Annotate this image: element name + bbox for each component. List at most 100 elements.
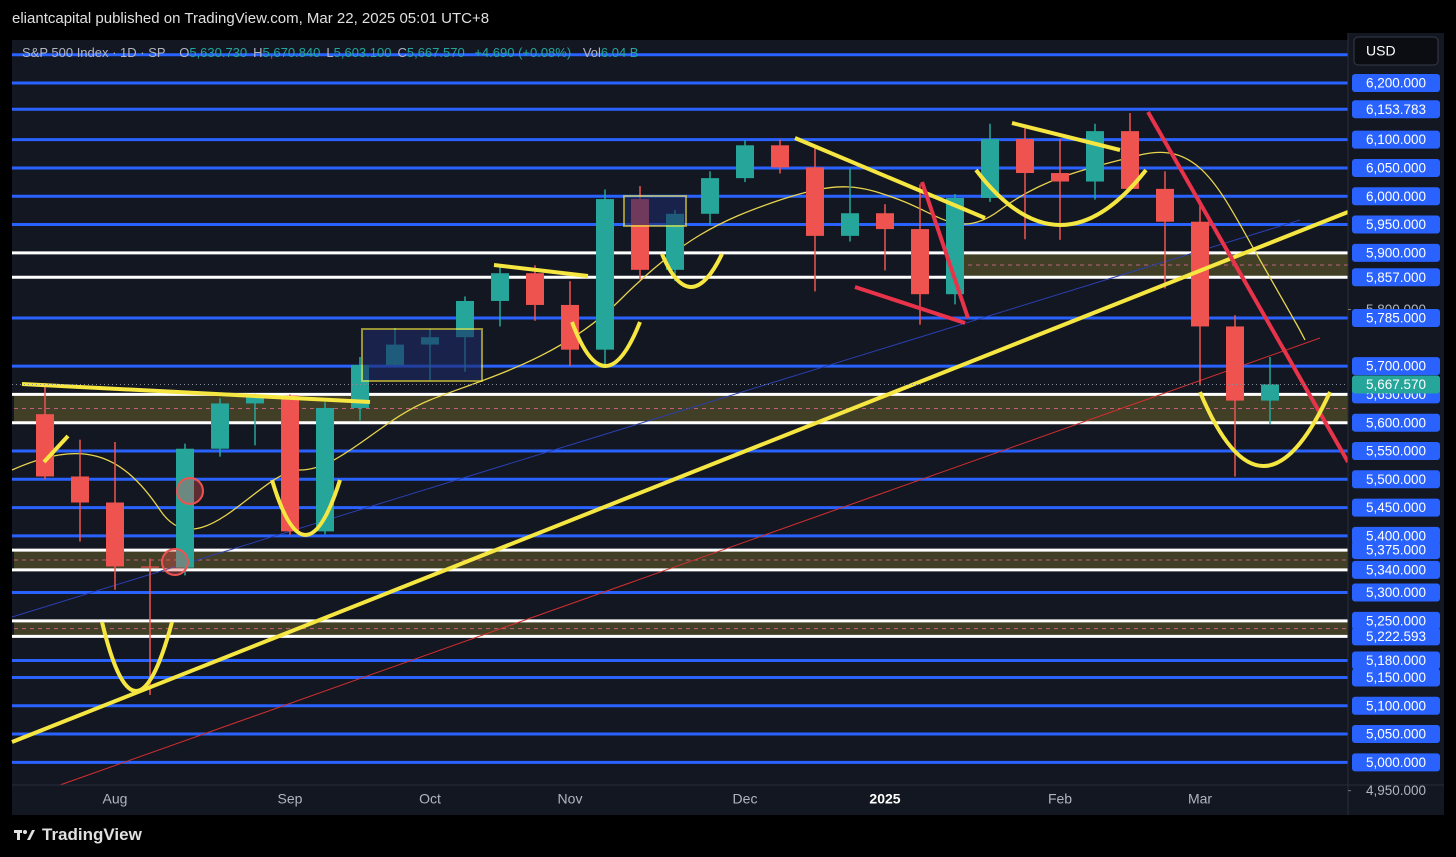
y-tick-label: 5,785.000 [1366,311,1426,326]
candle-body [1121,131,1139,189]
pattern-drawing [100,621,174,693]
x-tick-label: Nov [558,791,583,807]
candle-body [1191,221,1209,327]
y-tick-box [1352,357,1440,376]
candle-body [491,273,509,301]
y-tick-label: 5,950.000 [1366,217,1426,232]
trendline [1146,111,1350,463]
pattern-drawing [660,253,724,289]
range-box [361,328,483,382]
ohlc-value: 5,667.570 [406,45,465,60]
candle-body [596,199,614,350]
y-tick-box [1352,74,1440,93]
candle-body [316,407,334,532]
x-tick-label: Mar [1188,791,1212,807]
y-tick-box [1352,696,1440,715]
y-tick-box [1352,526,1440,545]
candle-body [1051,173,1069,182]
y-tick-label: 5,375.000 [1366,543,1426,558]
ohlc-label: O [179,45,190,60]
pattern-drawing [1198,391,1332,468]
y-tick-label: 5,050.000 [1366,727,1426,742]
marker [161,548,189,576]
candle-body [1226,326,1244,401]
brand-logo [14,830,35,840]
y-tick-label: 5,550.000 [1366,444,1426,459]
y-tick-box [1352,158,1440,177]
trendline [854,285,966,325]
trendline [920,181,970,319]
candle-body [736,145,754,179]
candle-body [1016,139,1034,174]
y-tick-box [1352,668,1440,687]
candle-body [1261,384,1279,401]
y-tick-box [1352,498,1440,517]
brand: TradingView [14,825,142,845]
y-tick-label: 5,180.000 [1366,653,1426,668]
y-tick-label: 5,450.000 [1366,500,1426,515]
y-tick-label: 5,857.000 [1366,270,1426,285]
candle-body [701,178,719,214]
ma-line [11,151,1306,530]
ohlc-label: H [253,45,263,60]
candle-body [36,414,54,477]
pattern-drawing [270,479,342,537]
pattern-drawing [570,321,642,368]
y-tick-box [1352,215,1440,234]
candle-body [1086,131,1104,182]
candle-body [1156,188,1174,222]
candle-body [561,304,579,350]
y-tick-label: 4,950.000 [1366,783,1426,798]
candle-body [876,213,894,230]
last-price-label: 5,667.570 [1366,377,1426,392]
ohlc-value: 5,603.100 [333,45,392,60]
candle-body [526,273,544,305]
x-tick-label: Oct [419,791,441,807]
y-tick-label: 6,000.000 [1366,189,1426,204]
trendline [794,136,986,220]
y-tick-box [1352,268,1440,287]
y-tick-label: 5,600.000 [1366,415,1426,430]
candle-body [106,502,124,567]
candle-body [211,403,229,449]
candle-body [281,395,299,532]
ohlc-values: O5,630.730 H5,670.840 L5,603.100 C5,667.570 [179,45,471,60]
ohlc-label: L [326,45,334,60]
candle-body [841,213,859,236]
x-tick-label: Sep [278,791,303,807]
currency: USD [1366,43,1396,59]
volume-label: Vol [582,45,601,60]
y-tick-box [1352,560,1440,579]
x-tick-label: Feb [1048,791,1072,807]
candle-body [771,145,789,168]
y-tick-box [1352,130,1440,149]
currency-box [1353,36,1439,66]
x-tick-label: Dec [733,791,758,807]
ohlc-value: 5,630.730 [189,45,248,60]
trendline [493,263,589,278]
range-box [623,195,687,227]
y-tick-box [1352,651,1440,670]
y-tick-label: 5,250.000 [1366,613,1426,628]
y-tick-label: 5,700.000 [1366,359,1426,374]
candle-body [666,213,684,270]
ohlc-value: 5,670.840 [262,45,321,60]
trendline [11,210,1349,744]
volume-value: 6.04 B [600,45,639,60]
candle-body [246,395,264,404]
y-tick-label: 6,200.000 [1366,76,1426,91]
y-tick-box [1352,583,1440,602]
change: +4.690 (+0.08%) [474,45,572,60]
x-tick-label: Aug [103,791,128,807]
y-tick-label: 5,340.000 [1366,562,1426,577]
y-tick-label: 5,222.593 [1366,629,1426,644]
y-tick-box [1352,611,1440,630]
x-tick-label: 2025 [869,791,900,807]
y-tick-box [1352,187,1440,206]
symbol: S&P 500 Index · 1D · SP [22,45,166,60]
y-tick-box [1352,541,1440,560]
last-price-box [1352,375,1440,394]
y-tick-label: 6,100.000 [1366,132,1426,147]
pattern-drawing [974,168,1148,227]
